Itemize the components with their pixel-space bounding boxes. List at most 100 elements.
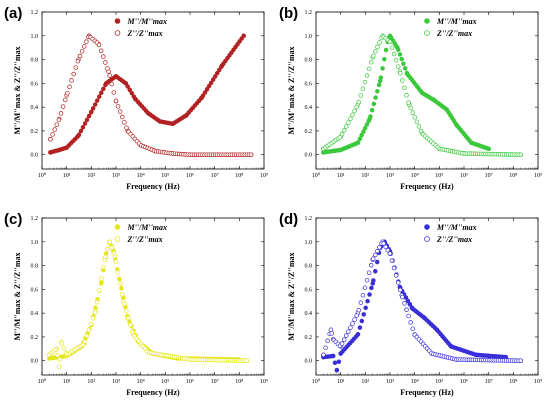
data-point	[217, 67, 222, 73]
series-1	[321, 33, 524, 157]
panel-letter: (b)	[279, 5, 298, 22]
data-point	[346, 120, 351, 125]
data-point	[86, 327, 92, 333]
data-point	[204, 87, 210, 92]
data-point	[395, 280, 401, 285]
data-point	[381, 241, 386, 246]
x-tick-label: 10⁵	[435, 379, 443, 385]
data-point	[111, 250, 117, 256]
y-tick-label: 1.2	[31, 10, 39, 16]
data-point	[356, 307, 361, 313]
plot-frame	[41, 217, 265, 376]
data-point	[391, 265, 397, 271]
data-point	[73, 65, 79, 70]
data-point	[55, 353, 60, 358]
data-point	[56, 364, 62, 369]
x-tick-label: 10⁵	[161, 379, 169, 385]
y-tick-label: 0.0	[31, 359, 39, 365]
series-1	[48, 33, 254, 157]
data-point	[129, 90, 135, 96]
data-point	[90, 106, 96, 111]
data-point	[86, 113, 92, 119]
data-point	[352, 108, 357, 114]
data-point	[414, 119, 420, 125]
data-point	[416, 124, 422, 129]
y-axis-label: M''/M''max & Z''/Z''max	[287, 253, 296, 341]
data-point	[360, 292, 366, 298]
data-point	[402, 66, 408, 71]
x-tick-label: 10⁶	[460, 379, 468, 385]
data-point	[124, 308, 129, 314]
x-axis-label: Frequency (Hz)	[126, 388, 180, 397]
data-point	[115, 270, 121, 275]
data-point	[366, 118, 371, 124]
data-point	[518, 152, 524, 157]
y-tick-label: 1.0	[305, 34, 313, 40]
legend-marker	[424, 30, 430, 36]
data-point	[344, 124, 349, 129]
data-point	[362, 79, 368, 85]
legend-marker	[114, 224, 121, 230]
data-point	[62, 97, 68, 103]
data-point	[101, 264, 106, 270]
data-point	[406, 100, 411, 105]
x-tick-label: 10⁵	[435, 173, 443, 179]
y-tick-label: 0.4	[31, 105, 39, 111]
data-point	[325, 338, 330, 344]
data-point	[90, 315, 96, 321]
x-tick-label: 10⁸	[235, 173, 243, 179]
data-point	[105, 246, 110, 252]
data-point	[241, 33, 246, 39]
x-tick-label: 10⁶	[186, 379, 194, 385]
data-point	[410, 110, 415, 115]
data-point	[389, 45, 395, 50]
data-point	[122, 120, 127, 125]
data-point	[330, 353, 336, 359]
data-point	[358, 300, 364, 305]
data-point	[200, 93, 206, 98]
data-point	[369, 285, 374, 291]
y-tick-label: 0.4	[31, 311, 39, 317]
x-tick-label: 10²	[87, 379, 95, 385]
data-point	[58, 111, 64, 116]
data-point	[383, 47, 389, 53]
panel-letter: (d)	[279, 211, 298, 228]
data-point	[364, 73, 370, 78]
x-tick-label: 10⁷	[211, 173, 219, 179]
x-tick-label: 10⁴	[137, 379, 145, 385]
y-tick-label: 1.2	[305, 216, 313, 222]
data-point	[365, 298, 370, 304]
data-point	[332, 360, 338, 365]
y-tick-label: 0.0	[31, 153, 39, 159]
data-point	[336, 359, 342, 365]
data-point	[77, 53, 83, 59]
panel-letter: (c)	[4, 211, 22, 228]
data-point	[117, 276, 122, 282]
data-point	[94, 98, 100, 103]
data-point	[81, 44, 87, 49]
x-tick-label: 10⁹	[260, 379, 268, 385]
legend-marker	[424, 224, 430, 230]
data-point	[399, 56, 404, 62]
data-point	[393, 58, 399, 63]
data-point	[395, 64, 401, 69]
legend-label: Z''/Z''max	[126, 29, 162, 38]
data-point	[248, 152, 254, 157]
x-tick-label: 10³	[386, 173, 394, 179]
data-point	[123, 81, 128, 86]
data-point	[358, 93, 364, 98]
data-point	[404, 307, 409, 312]
x-tick-label: 10⁸	[235, 379, 243, 385]
data-point	[377, 40, 382, 45]
data-point	[352, 317, 357, 322]
data-point	[210, 77, 216, 82]
data-point	[79, 48, 85, 54]
data-point	[398, 287, 403, 293]
y-tick-label: 0.8	[31, 58, 39, 64]
panel-0: (a) 0.0 0.2 0.4 0.6 0.8 1.0 1.2 10⁰ 10¹ 10² 10³ 10⁴ 1…	[4, 5, 268, 191]
x-tick-label: 10⁸	[509, 173, 517, 179]
data-point	[407, 302, 413, 307]
y-tick-label: 0.6	[31, 81, 39, 87]
data-point	[486, 146, 491, 152]
